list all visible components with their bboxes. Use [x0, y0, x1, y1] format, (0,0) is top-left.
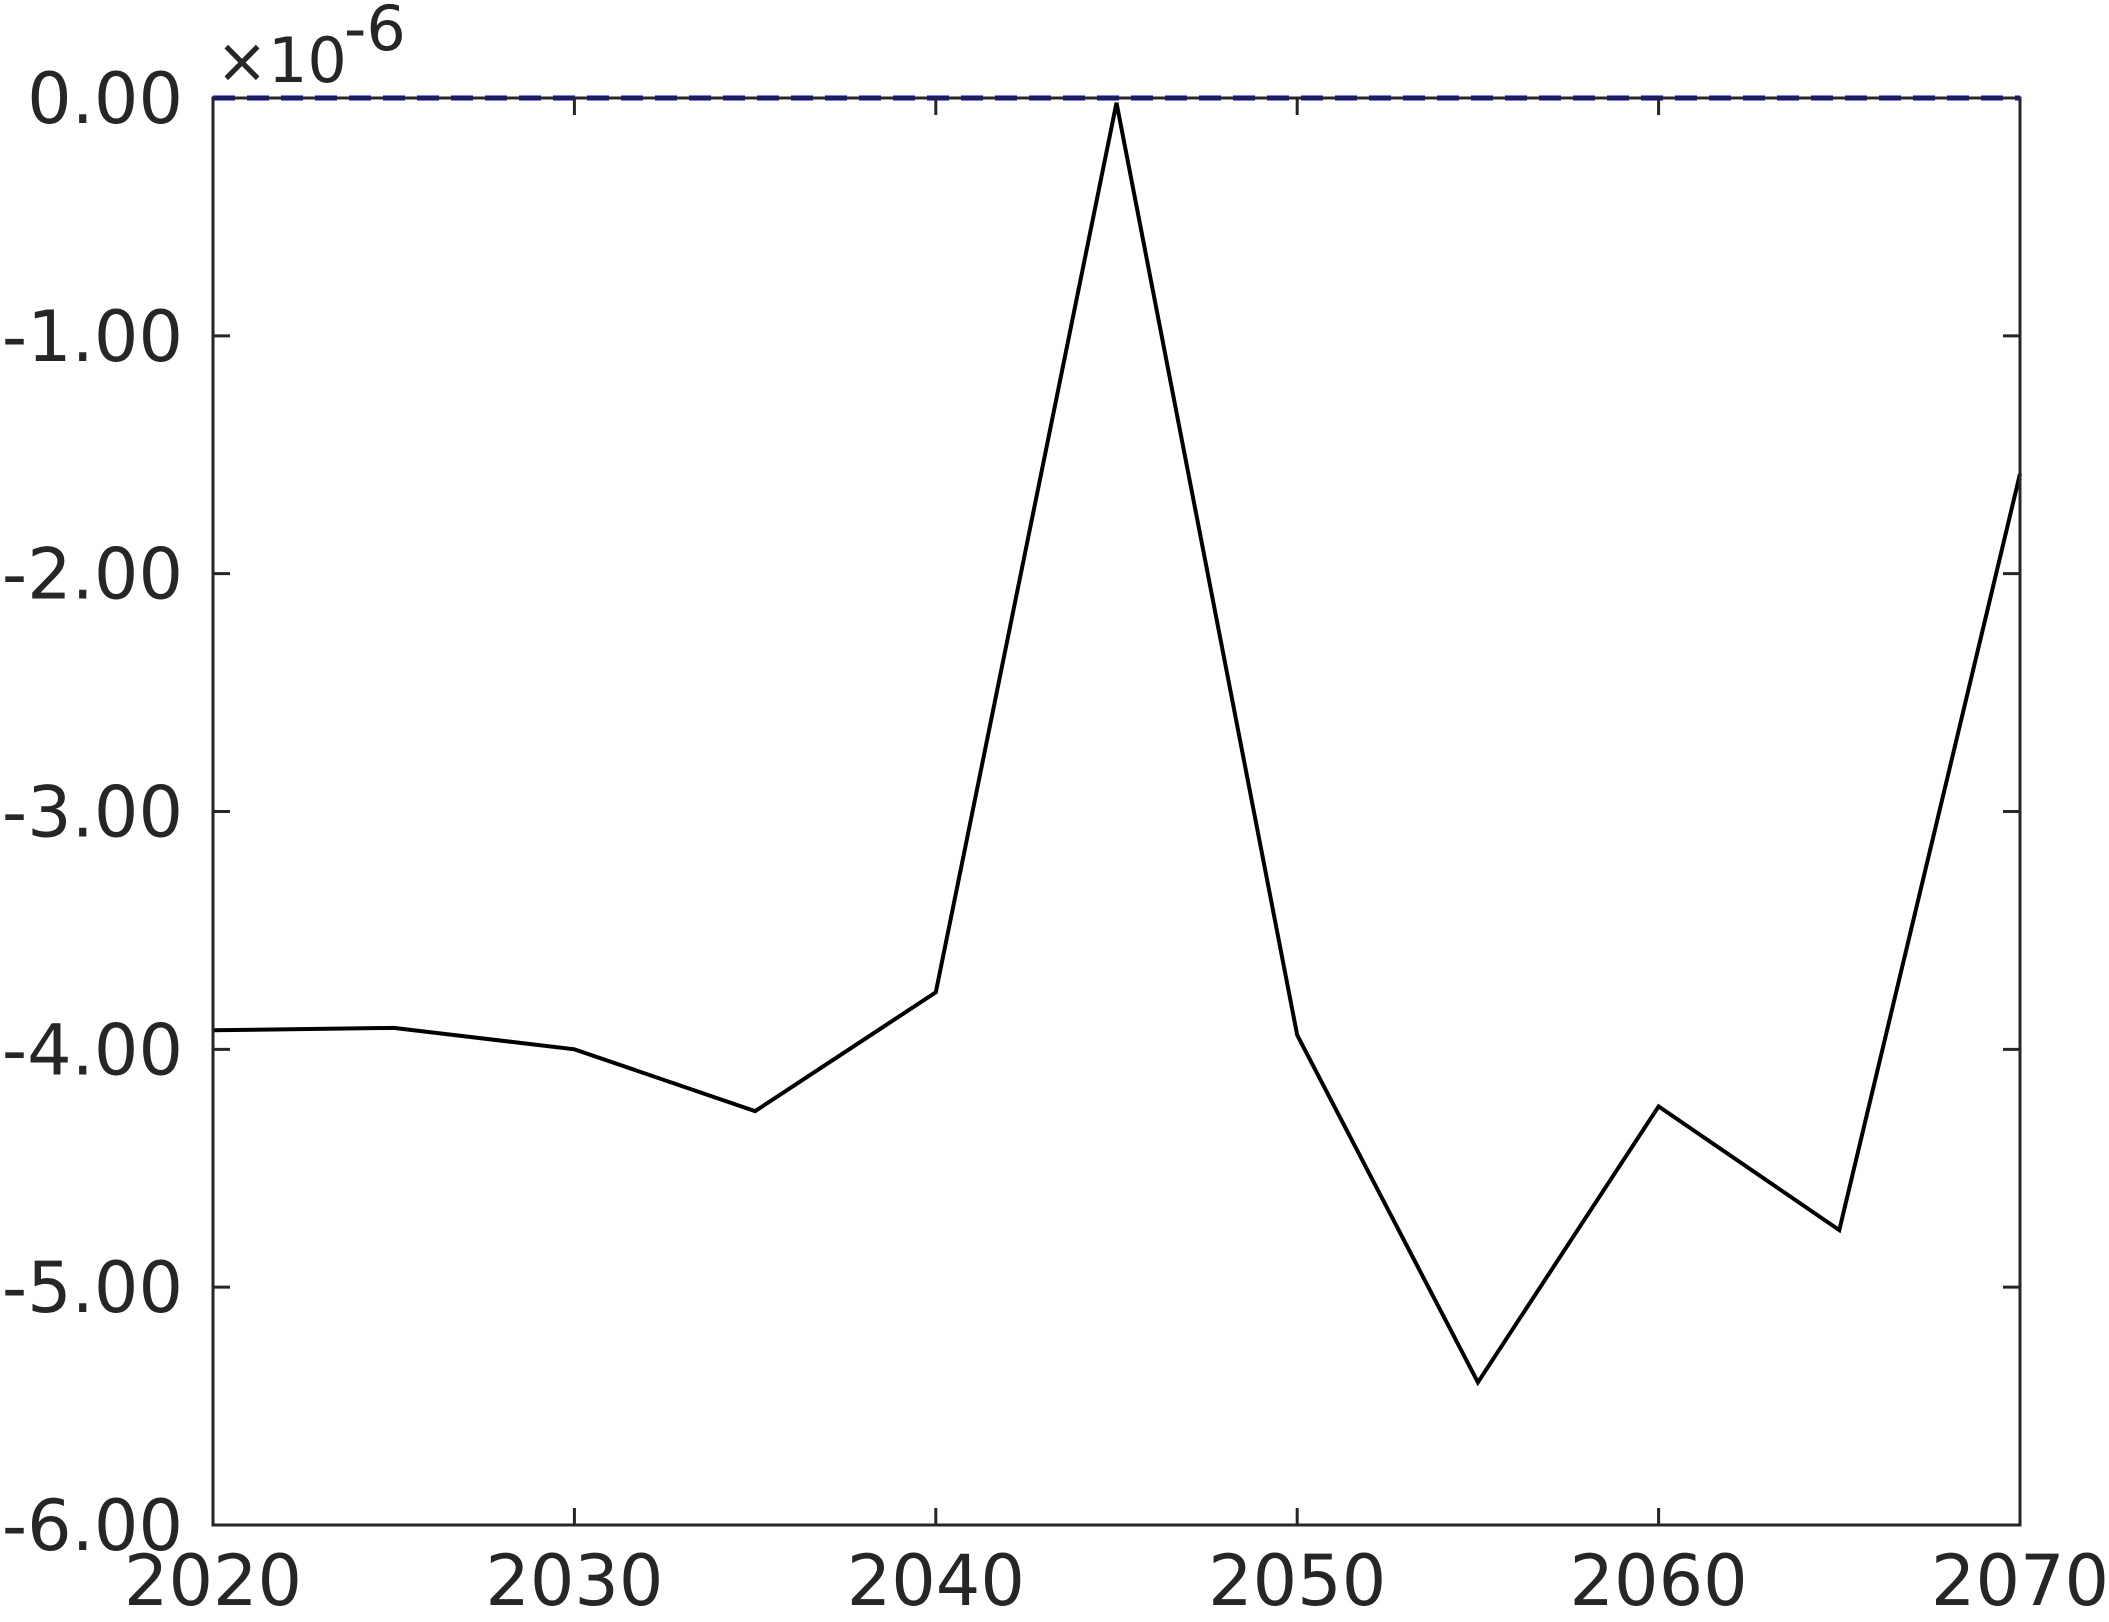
y-tick-label: 0.00 — [27, 58, 183, 140]
series-line — [212, 102, 2022, 1387]
y-tick-label: -2.00 — [2, 534, 183, 616]
y-axis-exponent-power: -6 — [344, 0, 406, 65]
x-tick-label: 2040 — [847, 1540, 1025, 1622]
x-tick-label: 2030 — [485, 1540, 663, 1622]
y-tick-label: -6.00 — [2, 1485, 183, 1567]
x-tick-label: 2070 — [1931, 1540, 2109, 1622]
ticks-layer — [211, 96, 2022, 1527]
y-tick-label: -5.00 — [2, 1247, 183, 1329]
y-axis-exponent-prefix: ×10 — [216, 24, 347, 97]
y-tick-label: -1.00 — [2, 296, 183, 378]
y-tick-label: -3.00 — [2, 772, 183, 854]
y-tick-label: -4.00 — [2, 1009, 183, 1091]
x-tick-label: 2050 — [1208, 1540, 1386, 1622]
x-tick-label: 2020 — [124, 1540, 302, 1622]
x-tick-label: 2060 — [1570, 1540, 1748, 1622]
tick-labels-layer: 2020 2030 2040 2050 2060 2070 0.00 -1.00 -2.00 -3… — [2, 58, 2109, 1622]
